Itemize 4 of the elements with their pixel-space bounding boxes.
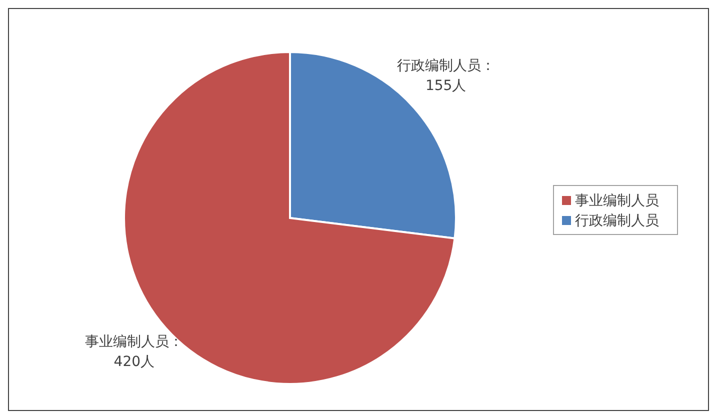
data-label: 行政编制人员： 155人 — [396, 58, 495, 94]
legend-label: 事业编制人员 — [575, 192, 659, 208]
legend-label: 行政编制人员 — [575, 212, 659, 228]
data-label: 事业编制人员： 420人 — [85, 334, 184, 370]
